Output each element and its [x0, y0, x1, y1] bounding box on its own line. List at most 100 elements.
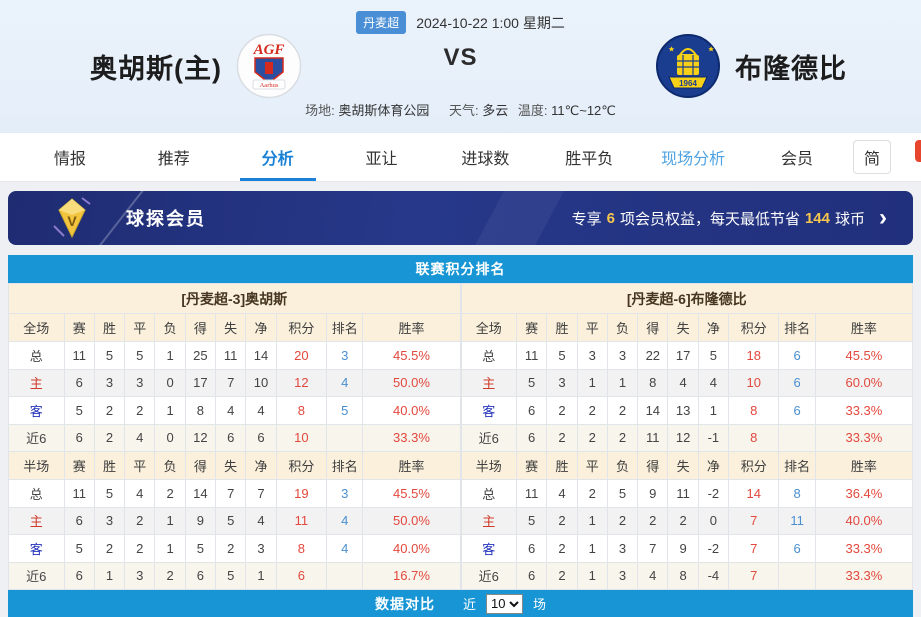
winrate-cell: 33.3%	[814, 534, 914, 563]
stat-cell: 2	[606, 396, 639, 425]
stat-cell: 11	[667, 479, 699, 508]
stat-cell: 3	[93, 506, 126, 535]
standings-row: 近6 6 1 3 2 6 5 1 6 16.7%	[8, 561, 461, 590]
row-label: 总	[8, 341, 65, 370]
nav-tab-亚让[interactable]: 亚让	[365, 151, 398, 168]
rank-cell: 6	[778, 368, 816, 397]
rounds-select[interactable]: 10	[486, 593, 523, 614]
venue-value: 奥胡斯体育公园	[338, 103, 430, 118]
nav-tab-胜平负[interactable]: 胜平负	[565, 151, 614, 168]
stat-cell: 2	[576, 479, 608, 508]
winrate-cell: 40.0%	[362, 534, 461, 563]
venue-label: 场地:	[305, 103, 335, 118]
column-header: 胜	[546, 451, 578, 480]
standings-row: 近6 6 2 4 0 12 6 6 10 33.3%	[8, 423, 461, 452]
stat-cell: 12	[184, 423, 217, 452]
standings-row: 总 11 5 5 1 25 11 14 20 3 45.5%	[8, 341, 461, 370]
stat-cell: 22	[637, 341, 669, 370]
points-cell: 14	[727, 479, 780, 508]
points-cell: 7	[727, 561, 780, 590]
column-header: 积分	[727, 313, 780, 342]
standings-row: 主 5 2 1 2 2 2 0 7 11 40.0%	[460, 506, 914, 535]
nav-tab-会员[interactable]: 会员	[781, 151, 814, 168]
stat-cell: 2	[576, 396, 608, 425]
stat-cell: 5	[516, 368, 548, 397]
standings-row: 总 11 5 3 3 22 17 5 18 6 45.5%	[460, 341, 914, 370]
row-label: 主	[8, 506, 65, 535]
stat-cell: 14	[245, 341, 277, 370]
winrate-cell: 45.5%	[814, 341, 914, 370]
away-team-logo: 1964	[655, 33, 721, 99]
team-table-title: [丹麦超-3]奥胡斯	[8, 283, 461, 314]
away-team: 1964 布隆德比	[655, 33, 847, 99]
winrate-cell: 36.4%	[814, 479, 914, 508]
column-header: 排名	[778, 313, 816, 342]
stat-cell: 11	[215, 341, 247, 370]
points-cell: 19	[275, 479, 328, 508]
row-label: 近6	[460, 561, 518, 590]
standings-row: 近6 6 2 2 2 11 12 -1 8 33.3%	[460, 423, 914, 452]
row-label: 主	[460, 506, 518, 535]
stat-cell: 3	[606, 341, 639, 370]
stat-cell: 2	[124, 534, 156, 563]
stat-cell: -2	[697, 479, 730, 508]
temp-value: 11℃~12℃	[551, 103, 616, 118]
standings-tables: [丹麦超-3]奥胡斯 全场赛胜平负得失净积分 排名 胜率总 11 5 5 1 25 11 14 20 3…	[8, 283, 914, 590]
column-header: 胜率	[814, 313, 914, 342]
stat-cell: 14	[637, 396, 669, 425]
nav-tab-现场分析[interactable]: 现场分析	[661, 151, 726, 168]
stat-cell: 0	[154, 368, 186, 397]
stat-cell: 5	[606, 479, 639, 508]
row-label: 客	[8, 534, 65, 563]
column-header: 积分	[275, 313, 328, 342]
stat-cell: 9	[667, 534, 699, 563]
stat-cell: 2	[546, 396, 578, 425]
rank-cell: 6	[778, 396, 816, 425]
stat-cell: 1	[697, 396, 730, 425]
row-label: 近6	[8, 423, 65, 452]
stat-cell: 0	[154, 423, 186, 452]
stat-cell: 5	[93, 479, 126, 508]
side-widget-sliver[interactable]	[915, 140, 921, 162]
rank-cell: 6	[778, 534, 816, 563]
row-label: 总	[460, 341, 518, 370]
stat-cell: 6	[63, 423, 95, 452]
promo-count: 6	[606, 209, 615, 227]
stat-cell: 11	[637, 423, 669, 452]
near-label: 近	[462, 597, 476, 612]
stat-cell: 1	[154, 396, 186, 425]
stat-cell: 5	[215, 506, 247, 535]
row-label: 主	[8, 368, 65, 397]
stat-cell: 4	[667, 368, 699, 397]
stat-cell: 1	[576, 368, 608, 397]
nav-tab-情报[interactable]: 情报	[53, 151, 86, 168]
stat-cell: 1	[93, 561, 126, 590]
stat-cell: -4	[697, 561, 730, 590]
column-header: 赛	[63, 313, 95, 342]
stat-cell: 11	[63, 479, 95, 508]
stat-cell: 2	[215, 534, 247, 563]
winrate-cell: 45.5%	[362, 341, 461, 370]
column-header: 平	[124, 451, 156, 480]
vs-label: VS	[443, 44, 478, 71]
column-header: 负	[154, 451, 186, 480]
full-time-header-row: 全场赛胜平负得失净积分 排名 胜率	[8, 313, 461, 342]
stat-cell: 0	[697, 506, 730, 535]
nav-tab-进球数[interactable]: 进球数	[461, 151, 510, 168]
stat-cell: 2	[637, 506, 669, 535]
column-header: 净	[245, 451, 277, 480]
svg-text:Aarhus: Aarhus	[260, 82, 279, 89]
stat-cell: 10	[245, 368, 277, 397]
language-toggle-button[interactable]: 简	[853, 140, 891, 174]
stat-cell: 14	[184, 479, 217, 508]
rank-cell	[778, 423, 816, 452]
nav-tab-分析[interactable]: 分析	[226, 133, 330, 181]
team-table-title-row: [丹麦超-3]奥胡斯	[8, 283, 461, 314]
nav-tab-推荐[interactable]: 推荐	[157, 151, 190, 168]
stat-cell: 1	[576, 506, 608, 535]
stat-cell: 7	[245, 479, 277, 508]
vip-member-banner[interactable]: V 球探会员 专享 6 项会员权益，每天最低节省 144 球币 ›	[8, 191, 913, 245]
stat-cell: 5	[63, 396, 95, 425]
stat-cell: 7	[215, 368, 247, 397]
section-title: 联赛积分排名	[415, 261, 506, 277]
